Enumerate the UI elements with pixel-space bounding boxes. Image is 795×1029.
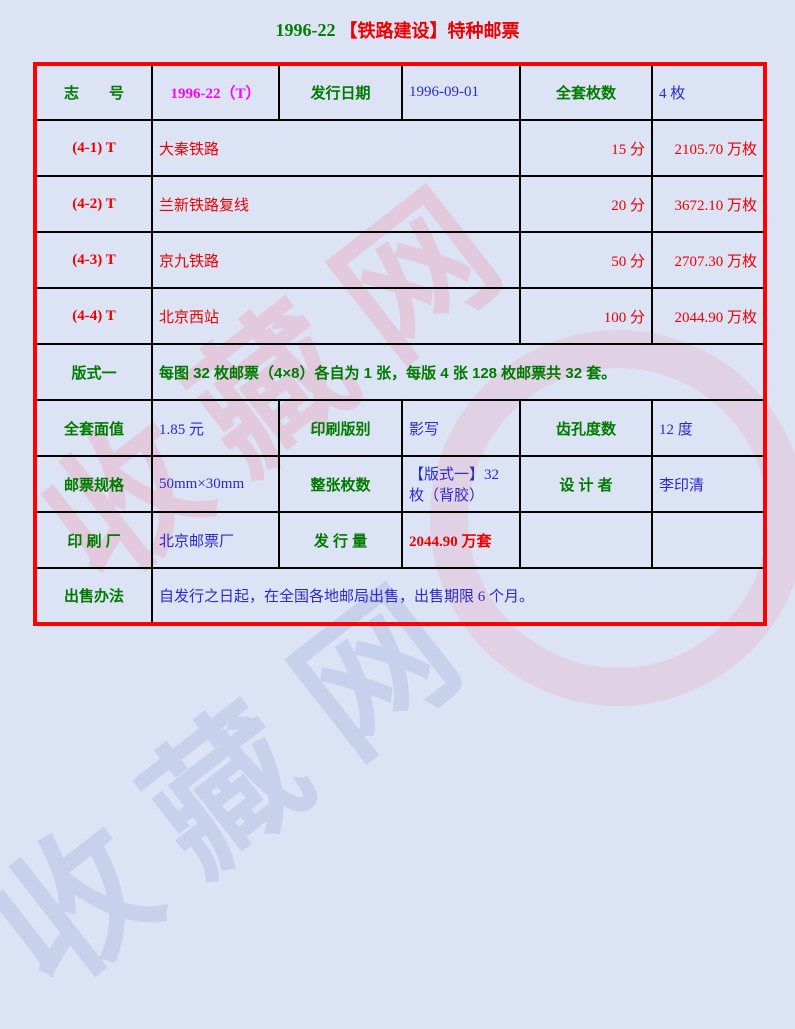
stamp-name: 兰新铁路复线 bbox=[151, 175, 521, 233]
label-sheet-count: 整张枚数 bbox=[278, 455, 403, 513]
label-set-face-value: 全套面值 bbox=[34, 399, 153, 457]
stamp-name: 京九铁路 bbox=[151, 231, 521, 289]
table-row-sale-method: 出售办法 自发行之日起，在全国各地邮局出售，出售期限 6 个月。 bbox=[34, 567, 766, 625]
value-issue-quantity: 2044.90 万套 bbox=[401, 511, 521, 569]
stamp-number: (4-3) T bbox=[34, 231, 153, 289]
stamp-quantity: 2044.90 万枚 bbox=[651, 287, 766, 345]
table-row-info: 全套面值 1.85 元 印刷版别 影写 齿孔度数 12 度 bbox=[34, 399, 766, 457]
stamp-face-value: 50 分 bbox=[519, 231, 653, 289]
table-row-stamp: (4-2) T 兰新铁路复线 20 分 3672.10 万枚 bbox=[34, 175, 766, 233]
stamp-face-value: 100 分 bbox=[519, 287, 653, 345]
empty-cell bbox=[519, 511, 653, 569]
label-designer: 设 计 者 bbox=[519, 455, 653, 513]
title-issue-name: 【铁路建设】特种邮票 bbox=[339, 21, 520, 41]
table-row-sheet-format: 版式一 每图 32 枚邮票（4×8）各自为 1 张，每版 4 张 128 枚邮票… bbox=[34, 343, 766, 401]
stamp-number: (4-4) T bbox=[34, 287, 153, 345]
value-sheet-format: 每图 32 枚邮票（4×8）各自为 1 张，每版 4 张 128 枚邮票共 32… bbox=[151, 343, 766, 401]
value-issue-date: 1996-09-01 bbox=[401, 63, 521, 121]
stamp-quantity: 2707.30 万枚 bbox=[651, 231, 766, 289]
value-designer: 李印清 bbox=[651, 455, 766, 513]
value-perforation: 12 度 bbox=[651, 399, 766, 457]
label-perforation: 齿孔度数 bbox=[519, 399, 653, 457]
value-issue-number: 1996-22（T） bbox=[151, 63, 280, 121]
stamp-info-table: 志 号 1996-22（T） 发行日期 1996-09-01 全套枚数 4 枚 … bbox=[33, 62, 767, 626]
label-issue-number: 志 号 bbox=[34, 63, 153, 121]
stamp-quantity: 2105.70 万枚 bbox=[651, 119, 766, 177]
value-printing-method: 影写 bbox=[401, 399, 521, 457]
stamp-face-value: 15 分 bbox=[519, 119, 653, 177]
value-sheet-count: 【版式一】32 枚（背胶） bbox=[401, 455, 521, 513]
stamp-number: (4-2) T bbox=[34, 175, 153, 233]
table-row-stamp: (4-3) T 京九铁路 50 分 2707.30 万枚 bbox=[34, 231, 766, 289]
table-row-info: 印 刷 厂 北京邮票厂 发 行 量 2044.90 万套 bbox=[34, 511, 766, 569]
value-set-count: 4 枚 bbox=[651, 63, 766, 121]
value-stamp-size: 50mm×30mm bbox=[151, 455, 280, 513]
label-issue-date: 发行日期 bbox=[278, 63, 403, 121]
label-sheet-format: 版式一 bbox=[34, 343, 153, 401]
table-row-header: 志 号 1996-22（T） 发行日期 1996-09-01 全套枚数 4 枚 bbox=[34, 63, 766, 121]
table-row-info: 邮票规格 50mm×30mm 整张枚数 【版式一】32 枚（背胶） 设 计 者 … bbox=[34, 455, 766, 513]
table-row-stamp: (4-1) T 大秦铁路 15 分 2105.70 万枚 bbox=[34, 119, 766, 177]
empty-cell bbox=[651, 511, 766, 569]
label-stamp-size: 邮票规格 bbox=[34, 455, 153, 513]
stamp-face-value: 20 分 bbox=[519, 175, 653, 233]
stamp-quantity: 3672.10 万枚 bbox=[651, 175, 766, 233]
label-printing-method: 印刷版别 bbox=[278, 399, 403, 457]
page-title: 1996-22 【铁路建设】特种邮票 bbox=[0, 0, 795, 60]
stamp-number: (4-1) T bbox=[34, 119, 153, 177]
value-printer: 北京邮票厂 bbox=[151, 511, 280, 569]
label-issue-quantity: 发 行 量 bbox=[278, 511, 403, 569]
value-set-face-value: 1.85 元 bbox=[151, 399, 280, 457]
label-sale-method: 出售办法 bbox=[34, 567, 153, 625]
label-printer: 印 刷 厂 bbox=[34, 511, 153, 569]
stamp-name: 北京西站 bbox=[151, 287, 521, 345]
stamp-name: 大秦铁路 bbox=[151, 119, 521, 177]
value-sale-method: 自发行之日起，在全国各地邮局出售，出售期限 6 个月。 bbox=[151, 567, 766, 625]
label-set-count: 全套枚数 bbox=[519, 63, 653, 121]
table-row-stamp: (4-4) T 北京西站 100 分 2044.90 万枚 bbox=[34, 287, 766, 345]
title-issue-code: 1996-22 bbox=[275, 19, 336, 40]
